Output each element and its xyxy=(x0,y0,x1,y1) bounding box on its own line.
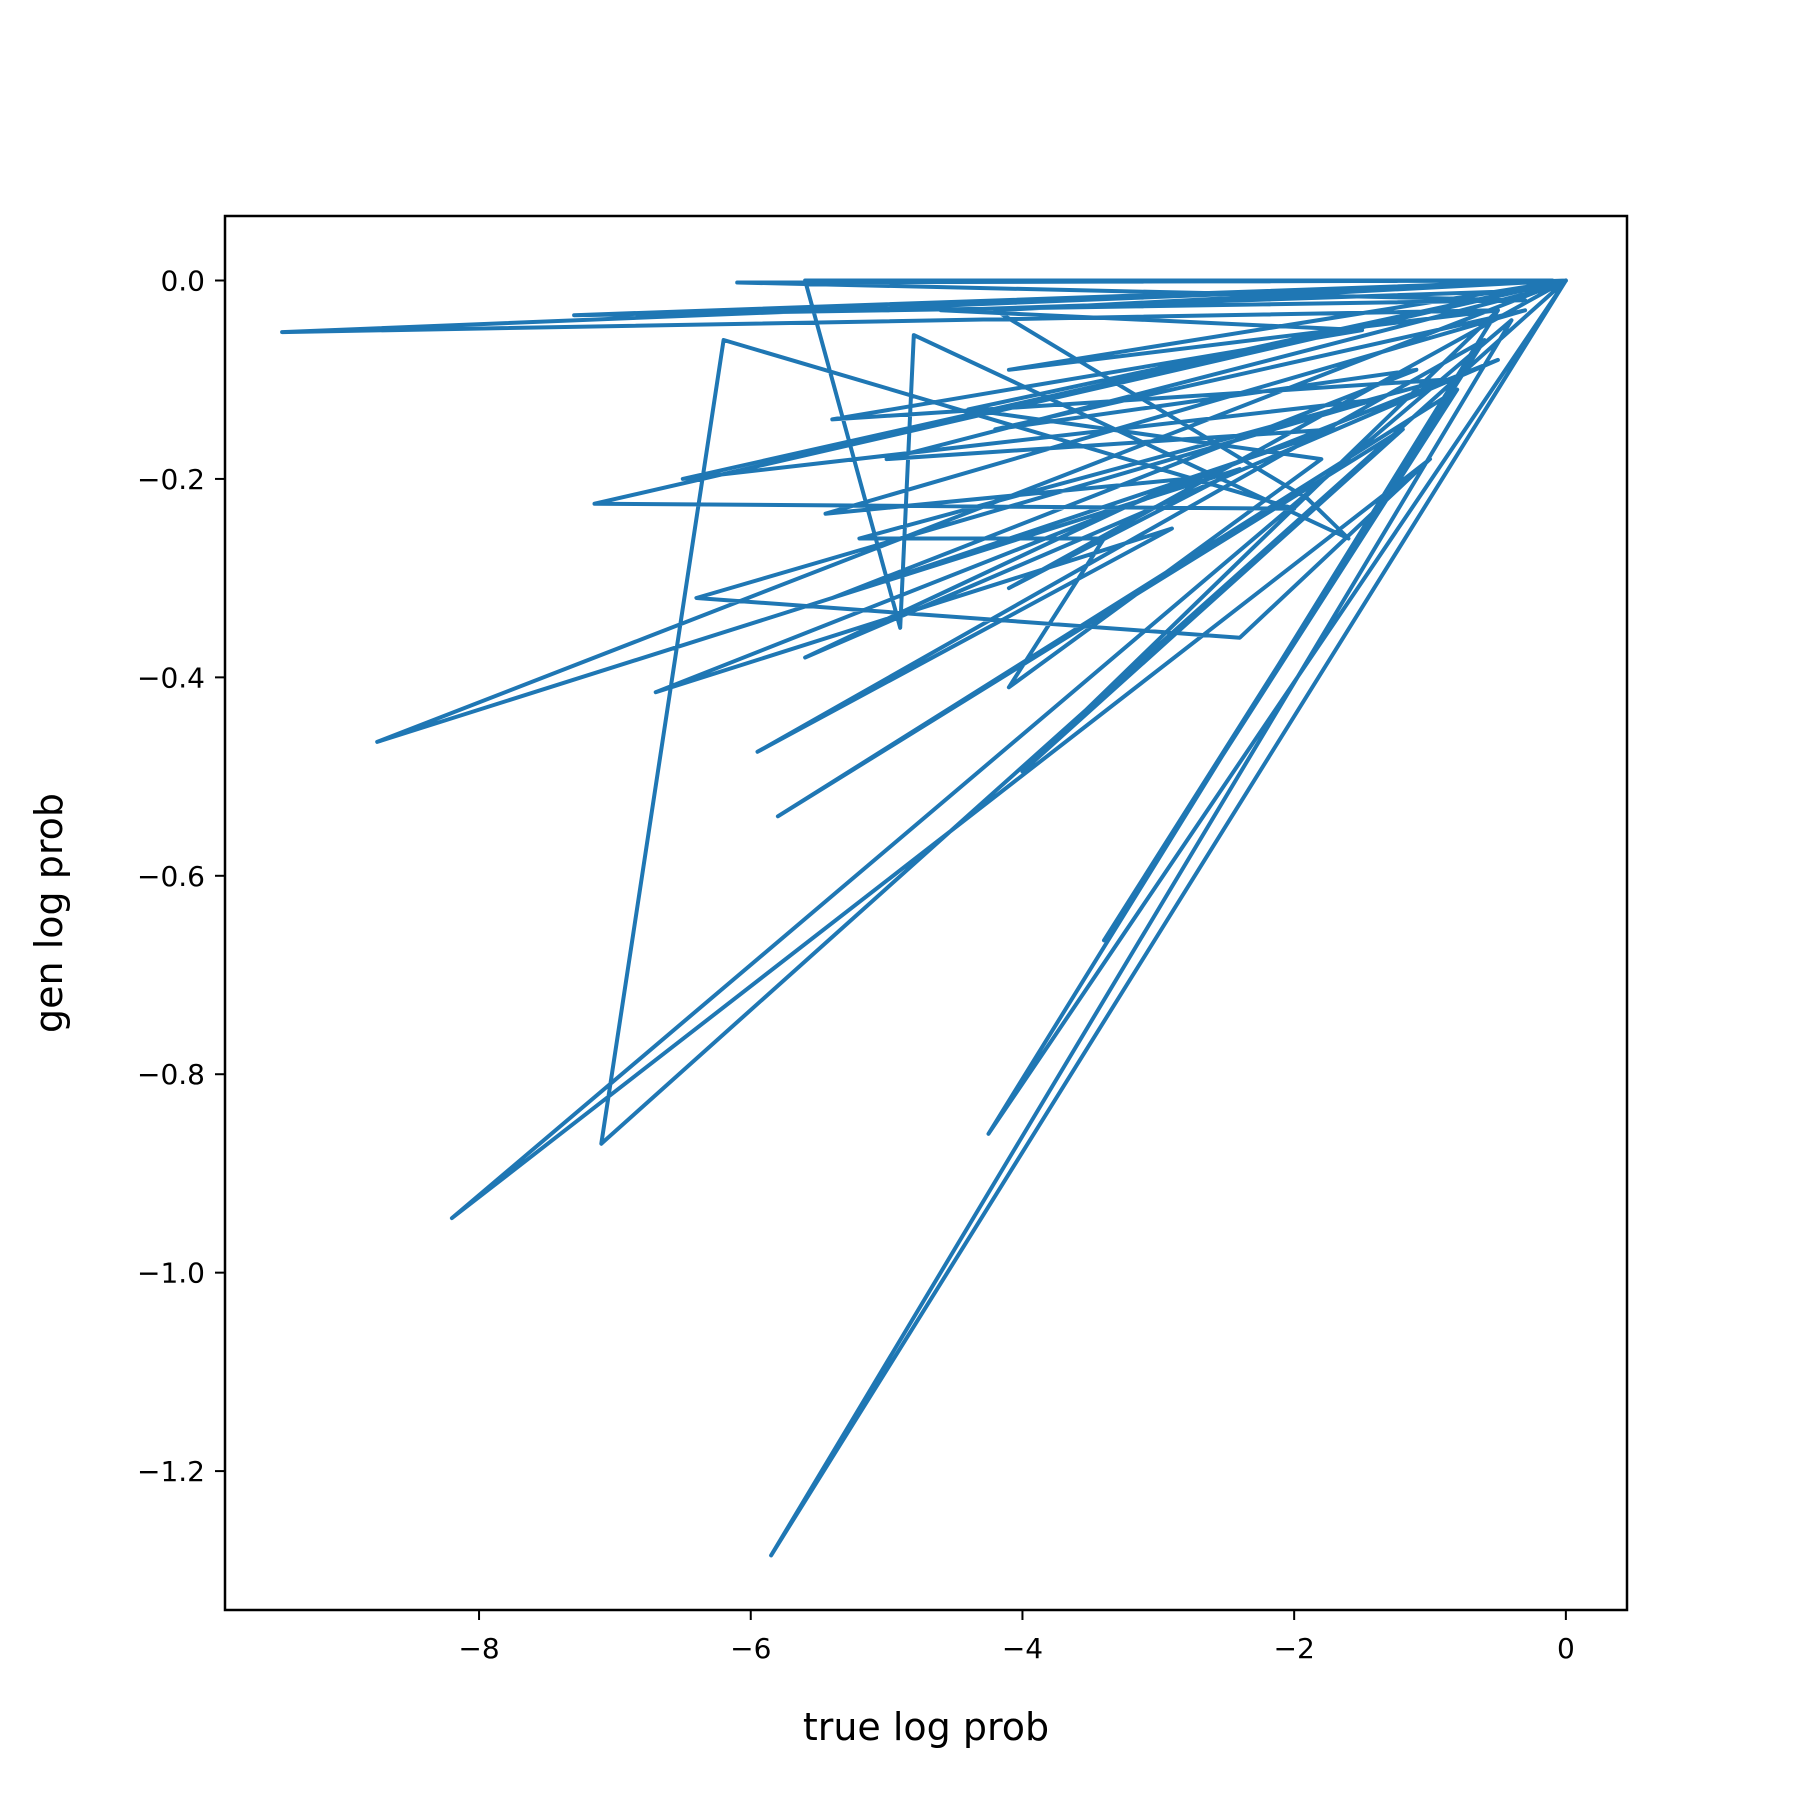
x-tick-label: −4 xyxy=(1002,1632,1043,1665)
series-line-0 xyxy=(280,278,1568,1558)
y-tick-label: −0.6 xyxy=(137,860,205,893)
y-tick-label: −0.2 xyxy=(137,463,205,496)
plot-frame xyxy=(223,214,1629,1612)
x-tick-label: 0 xyxy=(1557,1632,1575,1665)
y-axis-label: gen log prob xyxy=(27,793,71,1033)
y-tick-label: −1.2 xyxy=(137,1455,205,1488)
series-layer xyxy=(280,278,1568,1558)
y-tick-label: −1.0 xyxy=(137,1257,205,1290)
y-tick-label: 0.0 xyxy=(160,264,205,297)
x-axis-label: true log prob xyxy=(803,1705,1049,1749)
y-tick-label: −0.4 xyxy=(137,661,205,694)
y-tick-label: −0.8 xyxy=(137,1058,205,1091)
x-tick-label: −2 xyxy=(1274,1632,1315,1665)
y-axis: 0.0 −0.2 −0.4 −0.6 −0.8 −1.0 −1.2 xyxy=(137,264,225,1488)
x-tick-label: −6 xyxy=(730,1632,771,1665)
x-tick-label: −8 xyxy=(458,1632,499,1665)
x-axis: −8 −6 −4 −2 0 xyxy=(458,1610,1575,1665)
